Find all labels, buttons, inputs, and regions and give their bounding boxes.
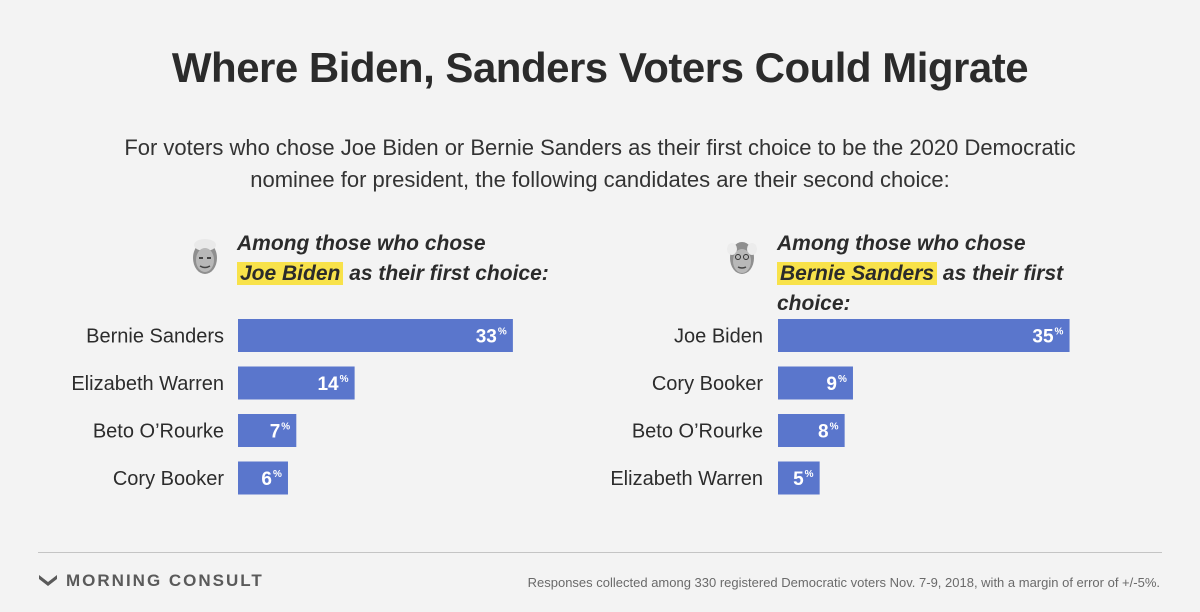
morning-consult-logo-icon	[39, 575, 57, 586]
value-label: 6	[261, 469, 272, 490]
value-label: 7	[270, 422, 281, 443]
panel-heading: Among those who chose Joe Biden as their…	[237, 229, 549, 289]
percent-sign: %	[281, 422, 290, 433]
bar-chart-svg-sanders: Joe Biden 35 % Cory Booker 9 % Beto O’Rourke 8%…	[610, 319, 1070, 495]
bar	[238, 461, 288, 495]
percent-sign: %	[805, 469, 814, 480]
joe-biden-portrait-icon	[193, 239, 217, 274]
heading-highlight-joe-biden: Joe Biden	[237, 262, 344, 285]
chart-subtitle: For voters who chose Joe Biden or Bernie…	[124, 135, 1076, 192]
brand: MORNING CONSULT	[38, 571, 264, 591]
value-label: 14	[317, 374, 339, 395]
percent-sign: %	[273, 469, 282, 480]
footer-divider	[38, 552, 1162, 553]
heading-prefix: Among those who chose	[777, 232, 1026, 255]
category-label: Elizabeth Warren	[71, 373, 224, 395]
panel-heading: Among those who chose Bernie Sanders as …	[777, 229, 1120, 319]
value-label: 9	[826, 374, 837, 395]
bar	[238, 366, 355, 400]
category-label: Cory Booker	[652, 373, 763, 395]
bernie-sanders-portrait-icon	[727, 242, 757, 274]
percent-sign: %	[498, 327, 507, 338]
bar	[778, 319, 1070, 352]
heading-suffix: as their first choice:	[349, 262, 549, 285]
bar	[778, 461, 820, 495]
bar	[238, 414, 297, 447]
panel-sanders-voters: Among those who chose Bernie Sanders as …	[560, 225, 1120, 515]
percent-sign: %	[838, 374, 847, 385]
heading-highlight-bernie-sanders: Bernie Sanders	[777, 262, 938, 285]
chart-title: Where Biden, Sanders Voters Could Migrat…	[171, 44, 1029, 91]
category-label: Beto O’Rourke	[93, 421, 224, 443]
bar	[778, 366, 853, 400]
category-label: Beto O’Rourke	[632, 421, 763, 443]
value-label: 5	[793, 469, 804, 490]
bar-chart-sanders: Joe Biden 35% Cory Booker 9% Beto O’Rourke 8%…	[560, 315, 1120, 505]
bar-chart-svg-biden: Bernie Sanders 33 % Elizabeth Warren 14 % Beto…	[71, 319, 513, 495]
heading-suffix: as their first choice:	[777, 262, 1064, 315]
percent-sign: %	[340, 374, 349, 385]
bar	[778, 414, 845, 447]
category-label: Cory Booker	[113, 468, 224, 490]
category-label: Bernie Sanders	[86, 326, 224, 348]
source-note: Responses collected among 330 registered…	[527, 575, 1160, 590]
value-label: 8	[818, 422, 829, 443]
percent-sign: %	[1055, 327, 1064, 338]
heading-prefix: Among those who chose	[237, 232, 486, 255]
category-label: Elizabeth Warren	[610, 468, 763, 490]
value-label: 33	[476, 327, 497, 348]
panel-biden-voters: Among those who chose Joe Biden as their…	[0, 225, 560, 515]
percent-sign: %	[830, 422, 839, 433]
category-label: Joe Biden	[674, 326, 763, 348]
bar-chart-biden: Bernie Sanders 33% Elizabeth Warren 14% Beto…	[0, 315, 560, 505]
brand-name: MORNING CONSULT	[66, 571, 264, 590]
value-label: 35	[1032, 327, 1054, 348]
bar	[238, 319, 513, 352]
